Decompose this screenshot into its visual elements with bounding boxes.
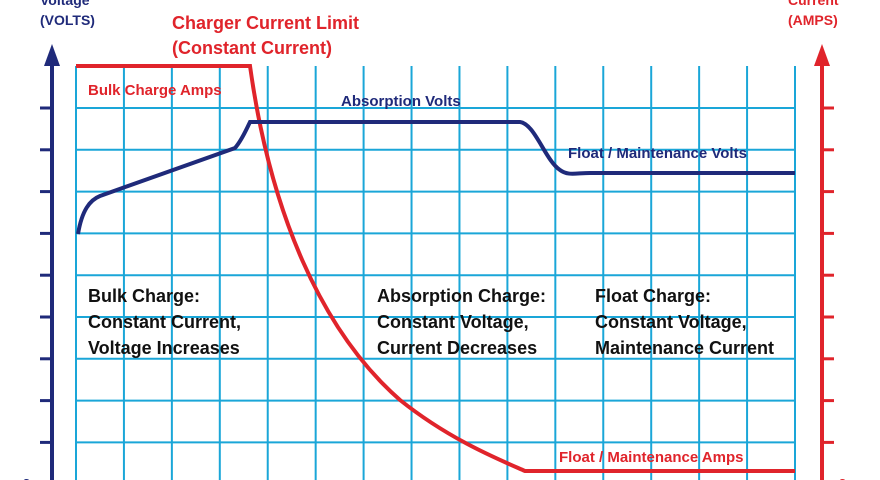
float-amps-label: Float / Maintenance Amps xyxy=(559,449,743,466)
right-axis-ticks xyxy=(822,106,834,444)
current-limit-label: Charger Current Limit xyxy=(172,13,359,33)
voltage-curve xyxy=(76,120,795,235)
left-axis-title: Voltage xyxy=(40,0,90,8)
left-axis-zero: 0 xyxy=(22,477,31,480)
float-stage-description: Float Charge: Constant Voltage, Maintena… xyxy=(595,286,774,358)
bulk-stage-description: Bulk Charge: Constant Current, Voltage I… xyxy=(88,286,241,358)
absorption-volts-label: Absorption Volts xyxy=(341,93,461,110)
current-curve xyxy=(76,64,795,473)
absorption-stage-line2: Constant Voltage, xyxy=(377,312,529,332)
bulk-amps-label: Bulk Charge Amps xyxy=(88,82,222,99)
absorption-stage-line3: Current Decreases xyxy=(377,338,537,358)
bulk-stage-title: Bulk Charge: xyxy=(88,286,200,306)
float-stage-line3: Maintenance Current xyxy=(595,338,774,358)
left-axis-arrow-icon xyxy=(44,44,60,66)
left-axis-ticks xyxy=(40,106,52,444)
float-volts-label: Float / Maintenance Volts xyxy=(568,145,747,162)
absorption-stage-title: Absorption Charge: xyxy=(377,286,546,306)
right-axis-arrow-icon xyxy=(814,44,830,66)
float-stage-line2: Constant Voltage, xyxy=(595,312,747,332)
grid xyxy=(75,66,796,480)
float-stage-title: Float Charge: xyxy=(595,286,711,306)
right-axis-title: Current xyxy=(788,0,839,8)
left-axis-unit: (VOLTS) xyxy=(40,12,95,28)
left-axis xyxy=(40,44,60,480)
bulk-stage-line2: Constant Current, xyxy=(88,312,241,332)
right-axis-unit: (AMPS) xyxy=(788,12,838,28)
right-axis-zero: 0 xyxy=(838,477,847,480)
current-limit-sublabel: (Constant Current) xyxy=(172,38,332,58)
bulk-stage-line3: Voltage Increases xyxy=(88,338,240,358)
right-axis xyxy=(814,44,834,480)
absorption-stage-description: Absorption Charge: Constant Voltage, Cur… xyxy=(377,286,546,358)
